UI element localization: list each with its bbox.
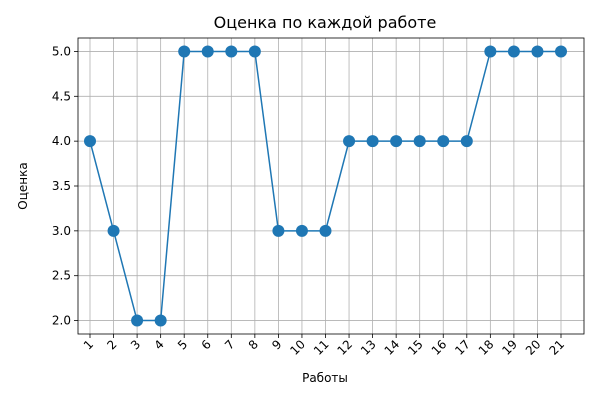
data-point-10	[295, 224, 308, 237]
y-tick-label: 3.5	[52, 179, 71, 193]
x-tick-label: 1	[81, 337, 96, 352]
data-point-6	[201, 45, 214, 58]
x-ticks: 1 2 3 4 5 6 7 8 9 10 11 12 13 14 15 16 17 18 19 20 21	[81, 334, 567, 358]
x-tick-label: 3	[128, 337, 143, 352]
y-tick-label: 3.0	[52, 224, 71, 238]
data-point-13	[366, 135, 379, 148]
y-tick-label: 4.5	[52, 89, 71, 103]
x-tick-label: 10	[287, 337, 308, 358]
data-point-17	[460, 135, 473, 148]
x-tick-label: 11	[311, 337, 332, 358]
data-point-2	[107, 224, 120, 237]
x-tick-label: 5	[175, 337, 190, 352]
data-point-14	[390, 135, 403, 148]
x-tick-label: 7	[222, 337, 237, 352]
x-tick-label: 14	[382, 337, 403, 358]
x-axis-label: Работы	[302, 371, 348, 385]
data-point-4	[154, 314, 167, 327]
x-tick-label: 20	[523, 337, 544, 358]
x-tick-label: 12	[334, 337, 355, 358]
x-tick-label: 2	[104, 337, 119, 352]
y-tick-label: 4.0	[52, 134, 71, 148]
x-tick-label: 18	[476, 337, 497, 358]
data-point-11	[319, 224, 332, 237]
x-tick-label: 15	[405, 337, 426, 358]
data-point-16	[437, 135, 450, 148]
y-tick-label: 5.0	[52, 44, 71, 58]
chart-title: Оценка по каждой работе	[214, 13, 437, 32]
series-layer	[84, 45, 567, 327]
data-point-18	[484, 45, 497, 58]
data-point-1	[84, 135, 96, 148]
data-point-7	[225, 45, 238, 58]
data-point-8	[248, 45, 261, 58]
x-tick-label: 13	[358, 337, 379, 358]
x-tick-label: 21	[546, 337, 567, 358]
data-point-12	[343, 135, 356, 148]
data-point-9	[272, 224, 285, 237]
x-tick-label: 8	[246, 337, 261, 352]
data-point-5	[178, 45, 191, 58]
data-point-3	[131, 314, 144, 327]
data-point-20	[531, 45, 544, 58]
x-tick-label: 9	[269, 337, 284, 352]
y-ticks: 2.0 2.5 3.0 3.5 4.0 4.5 5.0	[52, 44, 78, 328]
grid-layer	[78, 38, 584, 334]
y-tick-label: 2.5	[52, 269, 71, 283]
x-tick-label: 6	[199, 337, 214, 352]
data-point-21	[555, 45, 567, 58]
y-tick-label: 2.0	[52, 314, 71, 328]
data-point-15	[413, 135, 426, 148]
x-tick-label: 4	[151, 337, 166, 352]
data-point-19	[507, 45, 520, 58]
x-tick-label: 17	[452, 337, 473, 358]
y-axis-label: Оценка	[16, 162, 30, 209]
x-tick-label: 16	[429, 337, 450, 358]
x-tick-label: 19	[499, 337, 520, 358]
